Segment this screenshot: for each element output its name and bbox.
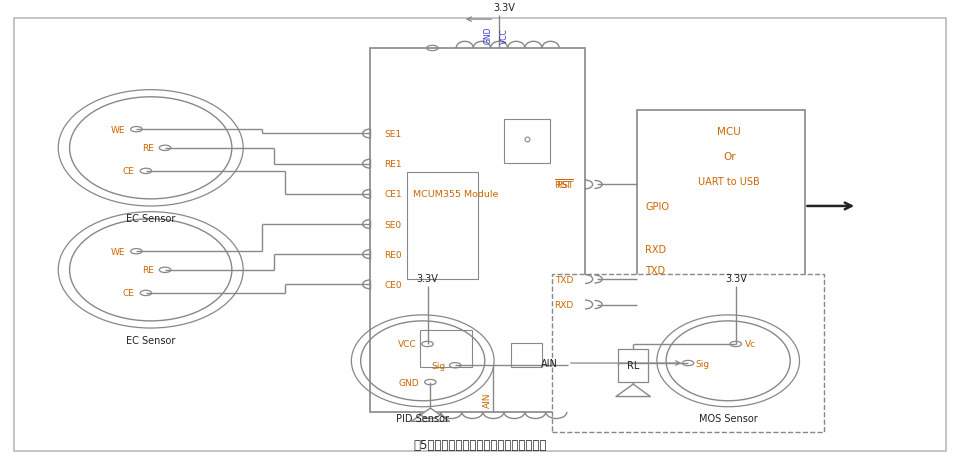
Polygon shape — [411, 408, 449, 421]
Text: RE0: RE0 — [385, 250, 402, 259]
Text: PID Sensor: PID Sensor — [396, 413, 449, 423]
Text: RXD: RXD — [554, 300, 573, 309]
Text: 3.3V: 3.3V — [492, 3, 515, 12]
Bar — [420, 330, 472, 368]
Text: TXD: TXD — [555, 275, 573, 284]
Bar — [504, 120, 550, 164]
Text: RE1: RE1 — [385, 160, 402, 169]
Text: TXD: TXD — [645, 265, 665, 275]
Text: VCC: VCC — [397, 340, 416, 349]
Text: GND: GND — [398, 378, 419, 387]
Text: WE: WE — [110, 247, 125, 256]
Text: MOS Sensor: MOS Sensor — [699, 413, 757, 423]
Text: 3.3V: 3.3V — [417, 274, 439, 283]
Text: GND: GND — [483, 26, 492, 44]
Text: CE: CE — [123, 167, 134, 176]
Text: RST: RST — [556, 180, 573, 190]
Bar — [618, 349, 648, 382]
Text: Vc: Vc — [745, 340, 756, 349]
Text: $\overline{\rm RST}$: $\overline{\rm RST}$ — [554, 177, 573, 191]
Text: GPIO: GPIO — [645, 202, 669, 212]
Text: EC Sensor: EC Sensor — [126, 336, 176, 346]
Bar — [512, 343, 542, 368]
Text: Sig: Sig — [431, 361, 445, 370]
Text: RL: RL — [627, 360, 639, 370]
Text: Sig: Sig — [696, 359, 709, 368]
Text: RE: RE — [142, 144, 154, 153]
Text: 図5：ガス検知アプリケーションの接続図: 図5：ガス検知アプリケーションの接続図 — [414, 438, 546, 451]
Bar — [637, 111, 804, 288]
Text: Or: Or — [723, 152, 735, 162]
Text: EC Sensor: EC Sensor — [126, 214, 176, 224]
Bar — [406, 173, 478, 279]
Text: RXD: RXD — [645, 244, 666, 254]
Text: SE1: SE1 — [385, 130, 401, 139]
Text: CE0: CE0 — [385, 280, 402, 289]
Text: CE1: CE1 — [385, 190, 402, 199]
Text: AIN: AIN — [541, 358, 559, 368]
Text: 3.3V: 3.3V — [725, 274, 747, 283]
Bar — [371, 49, 585, 412]
Polygon shape — [616, 384, 650, 397]
Text: SE0: SE0 — [385, 220, 401, 229]
Text: UART to USB: UART to USB — [699, 177, 760, 187]
Text: WE: WE — [110, 125, 125, 134]
Text: AIN: AIN — [483, 392, 492, 408]
Bar — [552, 274, 824, 432]
Text: RE: RE — [142, 266, 154, 275]
Text: MCU: MCU — [717, 127, 741, 137]
Text: MCUM355 Module: MCUM355 Module — [414, 190, 499, 199]
Text: VCC: VCC — [500, 28, 510, 44]
Text: CE: CE — [123, 289, 134, 298]
